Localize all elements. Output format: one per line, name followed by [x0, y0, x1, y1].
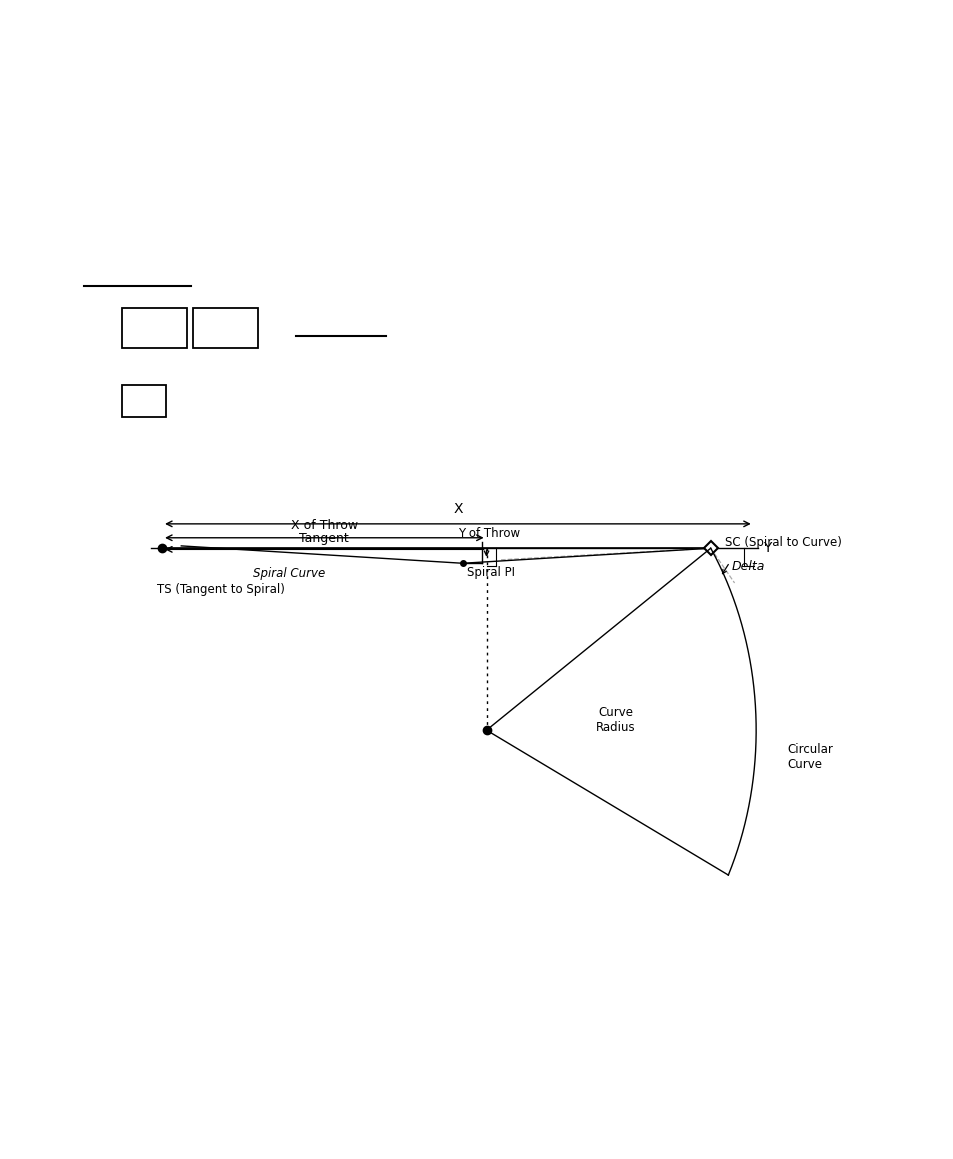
Text: TS (Tangent to Spiral): TS (Tangent to Spiral)	[157, 583, 285, 596]
Text: Y: Y	[762, 541, 771, 555]
Text: Curve
Radius: Curve Radius	[596, 706, 635, 734]
Text: Circular
Curve: Circular Curve	[787, 743, 833, 772]
Text: X of Throw: X of Throw	[291, 519, 357, 532]
Text: Spiral Curve: Spiral Curve	[253, 567, 325, 580]
Text: SC (Spiral to Curve): SC (Spiral to Curve)	[724, 535, 841, 549]
Text: Delta: Delta	[731, 560, 764, 573]
Text: Spiral PI: Spiral PI	[467, 566, 515, 578]
Text: Tangent: Tangent	[299, 532, 349, 545]
Text: X: X	[453, 502, 462, 516]
Text: Y of Throw: Y of Throw	[457, 527, 519, 540]
